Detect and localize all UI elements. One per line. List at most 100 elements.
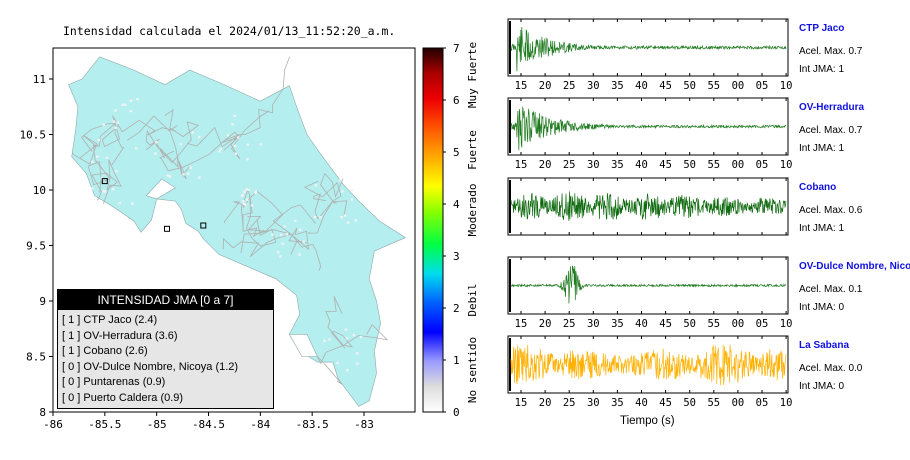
legend-level: [ 0 ] [62, 391, 84, 404]
town-dot [168, 175, 172, 178]
town-dot [136, 98, 139, 101]
waveform-tick-label: 15 [515, 397, 528, 409]
waveform-tick-label: 50 [683, 159, 696, 171]
station-jma: Int JMA: 1 [799, 143, 845, 154]
waveform-panel: 15 20 25 30 35 40 45 50 55 00 05 10 [507, 335, 792, 409]
road-segment [247, 190, 284, 232]
town-dot [355, 352, 359, 355]
town-dot [279, 233, 283, 237]
town-dot [218, 150, 221, 153]
map-x-tick-label: -85 [147, 418, 167, 431]
waveform-trace [510, 106, 787, 151]
waveform-tick-label: 20 [539, 159, 552, 171]
town-dot [346, 221, 350, 224]
town-dot [102, 123, 105, 126]
legend-row: [ 0 ] Puerto Caldera (0.9) [58, 391, 273, 407]
town-dot [302, 240, 305, 243]
town-dot [116, 121, 119, 124]
town-dot [340, 216, 343, 219]
town-dot [314, 184, 317, 187]
town-dot [244, 203, 247, 206]
waveform-tick-label: 05 [756, 80, 769, 92]
town-dot [97, 138, 100, 142]
legend-level: [ 0 ] [62, 376, 84, 388]
waveform-tick-label: 00 [732, 159, 745, 171]
waveform-tick-label: 40 [635, 318, 648, 330]
legend-station: OV-Herradura (3.6) [83, 329, 178, 342]
town-dot [321, 362, 325, 366]
town-dot [246, 143, 249, 146]
road-segment [316, 345, 344, 385]
waveform-tick-label: 15 [515, 318, 528, 330]
legend-row: [ 1 ] CTP Jaco (2.4) [58, 313, 273, 329]
station-accel: Acel. Max. 0.7 [799, 46, 863, 57]
map-y-tick-label: 10.5 [20, 129, 47, 142]
legend-level: [ 1 ] [62, 329, 84, 342]
town-dot [166, 174, 169, 177]
town-dot [346, 369, 349, 372]
town-dot [237, 136, 240, 139]
legend-station: CTP Jaco (2.4) [83, 314, 158, 326]
station-accel: Acel. Max. 0.1 [799, 284, 863, 295]
town-dot [277, 250, 280, 254]
road-segment [186, 126, 240, 148]
road-segment [72, 123, 116, 165]
town-dot [191, 131, 194, 134]
road-segment [145, 129, 178, 164]
road-segment [79, 134, 111, 180]
colorbar-category-label: Muy Fuerte [466, 42, 479, 108]
town-dot [350, 198, 354, 201]
town-dot [298, 253, 301, 256]
town-dot [135, 147, 138, 150]
town-dot [129, 109, 132, 113]
road-segment [241, 187, 251, 229]
town-dot [198, 176, 201, 179]
waveform-tick-label: 50 [683, 80, 696, 92]
road-segment [291, 234, 322, 272]
waveform-panels: 15 20 25 30 35 40 45 50 55 00 05 10 15 20 25 30 35 40 45 50… [507, 18, 793, 409]
map-y-axis: 8 8.5 9 9.5 10 10.5 11 [20, 73, 53, 419]
waveform-panel: 15 20 25 30 35 40 45 50 55 00 05 10 [507, 18, 792, 92]
waveform-tick-label: 35 [611, 318, 624, 330]
population-points [91, 98, 363, 372]
map-x-tick-label: -83 [354, 418, 374, 431]
town-dot [281, 242, 284, 245]
town-dot [115, 170, 118, 173]
town-dot [102, 190, 105, 193]
waveform-tick-label: 00 [732, 397, 745, 409]
waveform-tick-label: 30 [587, 80, 600, 92]
colorbar-tick-label: 0 [453, 406, 460, 419]
town-dot [189, 166, 192, 169]
road-segment [330, 330, 353, 349]
map-y-tick-label: 8.5 [26, 351, 46, 364]
town-dot [254, 190, 257, 193]
station-name: CTP Jaco [799, 23, 845, 34]
town-dot [243, 190, 246, 194]
town-dot [352, 333, 355, 337]
waveform-tick-label: 30 [587, 318, 600, 330]
station-name: Cobano [799, 182, 837, 193]
waveform-tick-label: 35 [611, 80, 624, 92]
town-dot [319, 216, 322, 219]
waveform-tick-label: 55 [707, 318, 720, 330]
map-x-tick-label: -84 [250, 418, 270, 431]
waveform-tick-label: 15 [515, 80, 528, 92]
station-accel: Acel. Max. 0.0 [799, 363, 863, 374]
waveform-tick-label: 55 [707, 397, 720, 409]
road-network [72, 56, 389, 385]
road-segment [320, 172, 344, 202]
waveform-tick-label: 10 [780, 159, 793, 171]
map-y-tick-label: 10 [33, 184, 46, 197]
town-dot [105, 156, 108, 160]
legend-row: [ 0 ] OV-Dulce Nombre, Nicoya (1.2) [58, 360, 273, 376]
waveform-tick-label: 50 [683, 397, 696, 409]
map-y-tick-label: 9.5 [26, 240, 46, 253]
waveform-tick-label: 00 [732, 80, 745, 92]
road-segment [222, 234, 292, 258]
town-dot [345, 337, 349, 340]
town-dot [179, 142, 183, 146]
town-dot [233, 114, 236, 117]
town-dot [121, 103, 124, 106]
road-segment [111, 123, 125, 166]
road-segment [91, 172, 118, 201]
